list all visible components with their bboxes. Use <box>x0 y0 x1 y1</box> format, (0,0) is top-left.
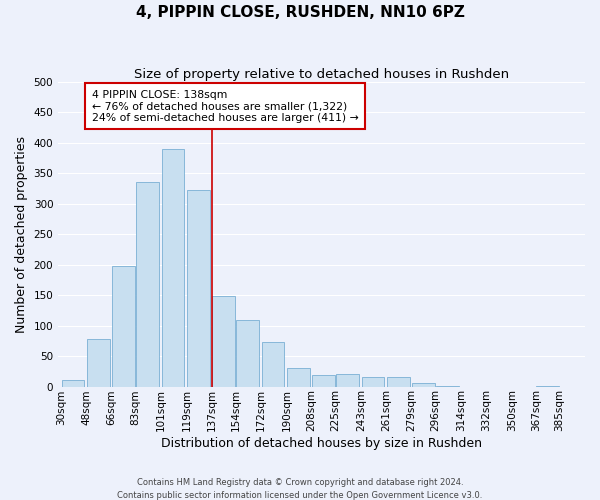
Text: 4 PIPPIN CLOSE: 138sqm
← 76% of detached houses are smaller (1,322)
24% of semi-: 4 PIPPIN CLOSE: 138sqm ← 76% of detached… <box>92 90 359 123</box>
Bar <box>112 266 135 386</box>
Bar <box>336 374 359 386</box>
Bar <box>62 380 85 386</box>
X-axis label: Distribution of detached houses by size in Rushden: Distribution of detached houses by size … <box>161 437 482 450</box>
Bar <box>387 378 410 386</box>
Bar <box>262 342 284 386</box>
Bar <box>412 383 435 386</box>
Bar <box>136 182 159 386</box>
Bar <box>212 296 235 386</box>
Text: 4, PIPPIN CLOSE, RUSHDEN, NN10 6PZ: 4, PIPPIN CLOSE, RUSHDEN, NN10 6PZ <box>136 5 464 20</box>
Text: Contains HM Land Registry data © Crown copyright and database right 2024.
Contai: Contains HM Land Registry data © Crown c… <box>118 478 482 500</box>
Bar <box>187 190 210 386</box>
Bar <box>87 339 110 386</box>
Bar <box>236 320 259 386</box>
Bar <box>287 368 310 386</box>
Title: Size of property relative to detached houses in Rushden: Size of property relative to detached ho… <box>134 68 509 80</box>
Y-axis label: Number of detached properties: Number of detached properties <box>15 136 28 332</box>
Bar <box>312 375 335 386</box>
Bar <box>362 378 385 386</box>
Bar <box>161 148 184 386</box>
